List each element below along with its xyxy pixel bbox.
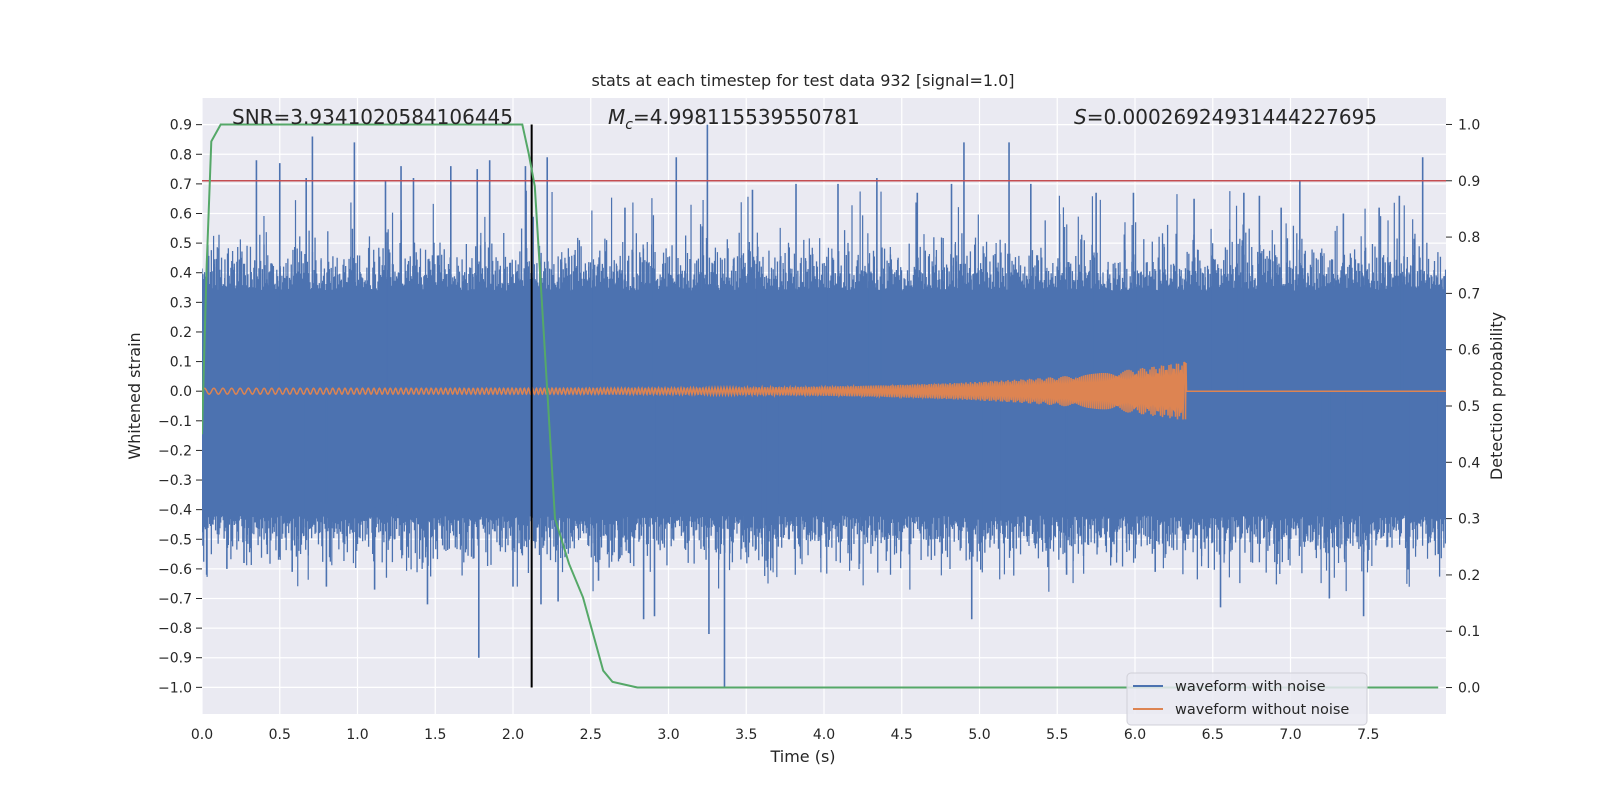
y2-tick-label: 0.7: [1458, 286, 1480, 302]
y-axis-title: Whitened strain: [125, 332, 144, 459]
snr-annotation: SNR=3.9341020584106445: [232, 105, 513, 129]
y-tick-label: −1.0: [158, 680, 192, 696]
series-waveform-without-noise: [202, 361, 1446, 420]
y2-tick-label: 0.2: [1458, 568, 1480, 584]
legend-label-waveform-with-noise: waveform with noise: [1175, 679, 1326, 695]
y-tick-label: 0.1: [170, 355, 192, 371]
y-tick-label: 0.6: [170, 207, 192, 223]
chirp-mass-subscript: c: [625, 117, 633, 133]
x-axis: 0.0 0.5 1.0 1.5 2.0 2.5 3.0 3.5 4.0 4.5 5.0 5.5 6.0 6…: [191, 727, 1380, 743]
y2-tick-label: 0.9: [1458, 174, 1480, 190]
x-tick-label: 1.5: [424, 727, 446, 743]
y-tick-label: 0.4: [170, 266, 192, 282]
chirp-mass-annotation: Mc=4.998115539550781: [608, 105, 860, 133]
x-tick-label: 7.0: [1279, 727, 1301, 743]
x-tick-label: 6.0: [1124, 727, 1146, 743]
s-symbol: S: [1074, 105, 1087, 129]
y-tick-label: −0.4: [158, 503, 192, 519]
chart-title: stats at each timestep for test data 932…: [591, 71, 1014, 90]
y2-tick-label: 1.0: [1458, 117, 1480, 133]
y-axis-right: 1.0 0.9 0.8 0.7 0.6 0.5 0.4 0.3 0.2 0.1 0.0: [1446, 117, 1480, 697]
s-value: =0.00026924931444227695: [1087, 105, 1377, 129]
x-tick-label: 1.0: [346, 727, 368, 743]
y-tick-label: −0.8: [158, 621, 192, 637]
x-tick-label: 6.5: [1202, 727, 1224, 743]
y-tick-label: 0.9: [170, 118, 192, 134]
x-tick-label: 3.5: [735, 727, 757, 743]
x-tick-label: 0.5: [269, 727, 291, 743]
x-tick-label: 4.0: [813, 727, 835, 743]
x-tick-label: 4.5: [891, 727, 913, 743]
series-waveform-with-noise: [202, 124, 1446, 688]
y-tick-label: −0.9: [158, 651, 192, 667]
y2-axis-title: Detection probability: [1487, 312, 1506, 480]
y-tick-label: −0.3: [158, 473, 192, 489]
y2-tick-label: 0.1: [1458, 624, 1480, 640]
y-tick-label: 0.2: [170, 325, 192, 341]
y-tick-label: 0.5: [170, 236, 192, 252]
y-tick-label: 0.7: [170, 177, 192, 193]
x-axis-title: Time (s): [769, 747, 835, 766]
chirp-mass-value: =4.998115539550781: [633, 105, 860, 129]
x-tick-label: 0.0: [191, 727, 213, 743]
y2-tick-label: 0.4: [1458, 455, 1480, 471]
x-tick-label: 3.0: [657, 727, 679, 743]
y-tick-label: −0.2: [158, 443, 192, 459]
y-tick-label: −0.5: [158, 532, 192, 548]
y2-tick-label: 0.0: [1458, 681, 1480, 697]
x-tick-label: 7.5: [1357, 727, 1379, 743]
chirp-mass-symbol: M: [608, 105, 625, 129]
series-detection-probability: [202, 123, 1439, 689]
legend-label-waveform-without-noise: waveform without noise: [1175, 702, 1349, 718]
x-tick-label: 5.5: [1046, 727, 1068, 743]
y-tick-label: 0.0: [170, 384, 192, 400]
s-annotation: S=0.00026924931444227695: [1074, 105, 1377, 129]
x-tick-label: 2.0: [502, 727, 524, 743]
y-tick-label: −0.7: [158, 592, 192, 608]
x-tick-label: 2.5: [580, 727, 602, 743]
y-tick-label: −0.6: [158, 562, 192, 578]
y2-tick-label: 0.5: [1458, 399, 1480, 415]
y-axis-left: 0.9 0.8 0.7 0.6 0.5 0.4 0.3 0.2 0.1 0.0 −0.1 −0.2 −0…: [158, 118, 202, 696]
y2-tick-label: 0.3: [1458, 512, 1480, 528]
y-tick-label: 0.3: [170, 295, 192, 311]
y2-tick-label: 0.6: [1458, 343, 1480, 359]
legend-frame: [1126, 672, 1368, 726]
y-tick-label: 0.8: [170, 147, 192, 163]
x-tick-label: 5.0: [968, 727, 990, 743]
y2-tick-label: 0.8: [1458, 230, 1480, 246]
legend: waveform with noise waveform without noi…: [1126, 672, 1368, 726]
y-tick-label: −0.1: [158, 414, 192, 430]
